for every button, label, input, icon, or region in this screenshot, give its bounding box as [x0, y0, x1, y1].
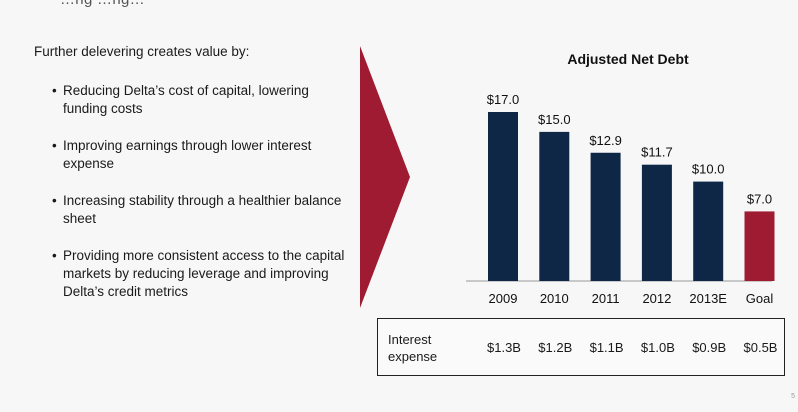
bar-2012 — [641, 164, 672, 281]
interest-expense-label: Interest expense — [388, 332, 438, 364]
interest-expense-value: $0.9B — [692, 340, 727, 355]
interest-expense-value: $1.3B — [487, 340, 521, 355]
x-tick-label: 2010 — [540, 291, 569, 306]
bar-2009 — [488, 112, 518, 281]
bar-2011 — [590, 152, 621, 281]
data-label: $10.0 — [692, 162, 725, 177]
bullet-item: Reducing Delta’s cost of capital, loweri… — [52, 82, 352, 118]
data-label: $12.9 — [589, 133, 622, 148]
data-label: $17.0 — [487, 92, 520, 107]
x-tick-label: 2011 — [592, 291, 620, 306]
adjusted-net-debt-chart: Adjusted Net Debt $17.0 2009 $15.0 2010 $12.9… — [466, 51, 775, 306]
bullet-list: Reducing Delta’s cost of capital, loweri… — [52, 82, 352, 320]
bar-2013E — [693, 181, 724, 281]
arrow-chevron-icon — [360, 46, 410, 308]
x-tick-label: Goal — [746, 291, 774, 306]
intro-text: Further delevering creates value by: — [34, 44, 250, 59]
x-tick-label: 2013E — [689, 291, 727, 306]
bar-2010 — [539, 131, 570, 281]
interest-expense-value: $1.0B — [640, 340, 675, 355]
data-label: $11.7 — [641, 145, 673, 160]
data-label: $7.0 — [747, 191, 772, 206]
chart-title: Adjusted Net Debt — [567, 51, 689, 67]
bullet-item: Providing more consistent access to the … — [52, 247, 352, 301]
bar-Goal — [744, 211, 775, 281]
interest-expense-table: Interest expense $1.3B $1.2B $1.1B $1.0B $0.… — [377, 318, 785, 376]
bullet-item: Increasing stability through a healthier… — [52, 192, 352, 228]
interest-expense-value: $1.1B — [589, 340, 624, 355]
x-tick-label: 2012 — [642, 291, 671, 306]
interest-expense-value: $1.2B — [538, 340, 573, 355]
interest-expense-value: $0.5B — [743, 340, 778, 355]
cropped-title-fragment: …ng …ng… — [60, 0, 145, 8]
x-tick-label: 2009 — [489, 291, 518, 306]
bullet-item: Improving earnings through lower interes… — [52, 137, 352, 173]
page-number: 5 — [791, 393, 795, 400]
data-label: $15.0 — [538, 112, 571, 127]
